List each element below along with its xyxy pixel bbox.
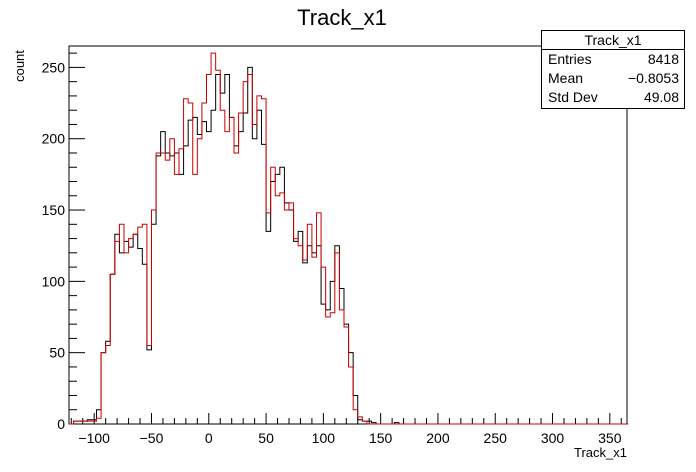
stats-row-entries: Entries 8418 xyxy=(542,50,684,69)
histogram-series-0 xyxy=(69,66,629,425)
y-tick-label: 200 xyxy=(42,131,66,147)
histogram-series-1 xyxy=(69,52,629,425)
x-tick-label: 0 xyxy=(205,430,213,446)
x-tick-label: 300 xyxy=(541,430,565,446)
y-tick-label: 0 xyxy=(57,416,65,432)
x-tick-label: 200 xyxy=(426,430,450,446)
stats-row-mean: Mean −0.8053 xyxy=(542,69,684,88)
x-tick-label: 350 xyxy=(598,430,622,446)
x-tick-label: 100 xyxy=(312,430,336,446)
x-tick-label: −50 xyxy=(140,430,164,446)
plot-frame xyxy=(68,45,628,425)
chart-title: Track_x1 xyxy=(297,5,387,30)
x-axis-label: Track_x1 xyxy=(574,445,627,460)
stats-label-stddev: Std Dev xyxy=(548,89,598,105)
stats-value-mean: −0.8053 xyxy=(628,70,679,86)
stats-title: Track_x1 xyxy=(542,31,684,50)
stats-box: Track_x1 Entries 8418 Mean −0.8053 Std D… xyxy=(541,30,685,109)
stats-value-entries: 8418 xyxy=(647,51,679,67)
x-tick-label: −100 xyxy=(78,430,110,446)
stats-label-entries: Entries xyxy=(548,51,592,67)
y-tick-label: 100 xyxy=(42,273,66,289)
y-tick-label: 50 xyxy=(49,345,65,361)
x-tick-label: 50 xyxy=(258,430,274,446)
y-tick-label: 150 xyxy=(42,202,66,218)
stats-row-stddev: Std Dev 49.08 xyxy=(542,88,684,107)
stats-label-mean: Mean xyxy=(548,70,584,86)
y-axis-label: count xyxy=(12,50,27,82)
y-tick-label: 250 xyxy=(42,59,66,75)
x-tick-label: 250 xyxy=(484,430,508,446)
stats-value-stddev: 49.08 xyxy=(643,89,679,105)
x-tick-label: 150 xyxy=(369,430,393,446)
